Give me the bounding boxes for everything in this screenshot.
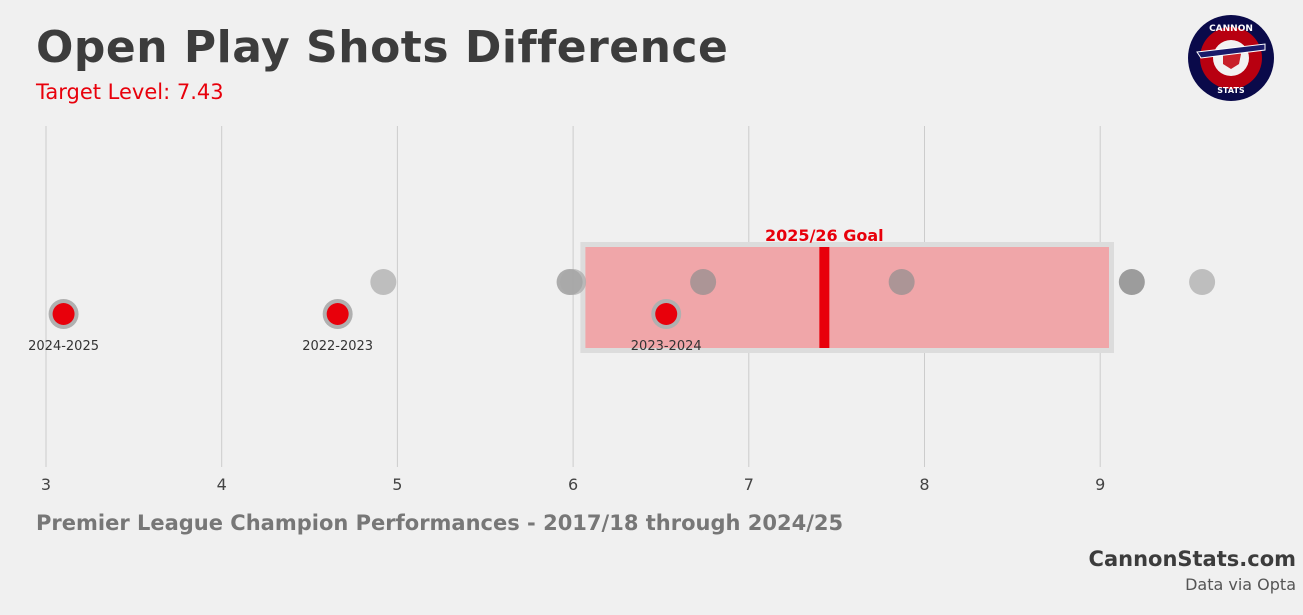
chart-caption: Premier League Champion Performances - 2…	[36, 511, 844, 535]
svg-text:CANNON: CANNON	[1209, 24, 1253, 34]
x-tick-label: 7	[744, 475, 754, 494]
x-tick-label: 9	[1095, 475, 1105, 494]
highlight-dot	[52, 303, 75, 325]
data-source-label: Data via Opta	[1185, 575, 1296, 594]
cannonstats-logo: CANNON STATS	[1188, 15, 1274, 101]
x-tick-label: 8	[919, 475, 929, 494]
other-season-dot	[1118, 269, 1145, 295]
x-tick-label: 6	[568, 475, 578, 494]
other-season-dot	[690, 269, 717, 295]
x-tick-label: 5	[392, 475, 402, 494]
x-tick-label: 4	[217, 475, 227, 494]
svg-text:STATS: STATS	[1217, 86, 1245, 95]
highlight-dot	[655, 303, 678, 325]
x-tick-label: 3	[41, 475, 51, 494]
other-season-dot	[560, 269, 587, 295]
other-season-dot	[888, 269, 915, 295]
highlight-season-label: 2023-2024	[631, 339, 702, 354]
target-line	[819, 247, 830, 348]
other-season-dot	[370, 269, 397, 295]
target-band	[585, 247, 1109, 348]
highlight-dot	[326, 303, 349, 325]
chart-title: Open Play Shots Difference	[36, 22, 729, 73]
target-label: 2025/26 Goal	[765, 226, 884, 245]
highlight-season-label: 2022-2023	[302, 339, 373, 354]
other-season-dot	[1189, 269, 1216, 295]
brand-label: CannonStats.com	[1088, 547, 1296, 571]
target-level-subtitle: Target Level: 7.43	[36, 80, 224, 104]
highlight-season-label: 2024-2025	[28, 339, 99, 354]
